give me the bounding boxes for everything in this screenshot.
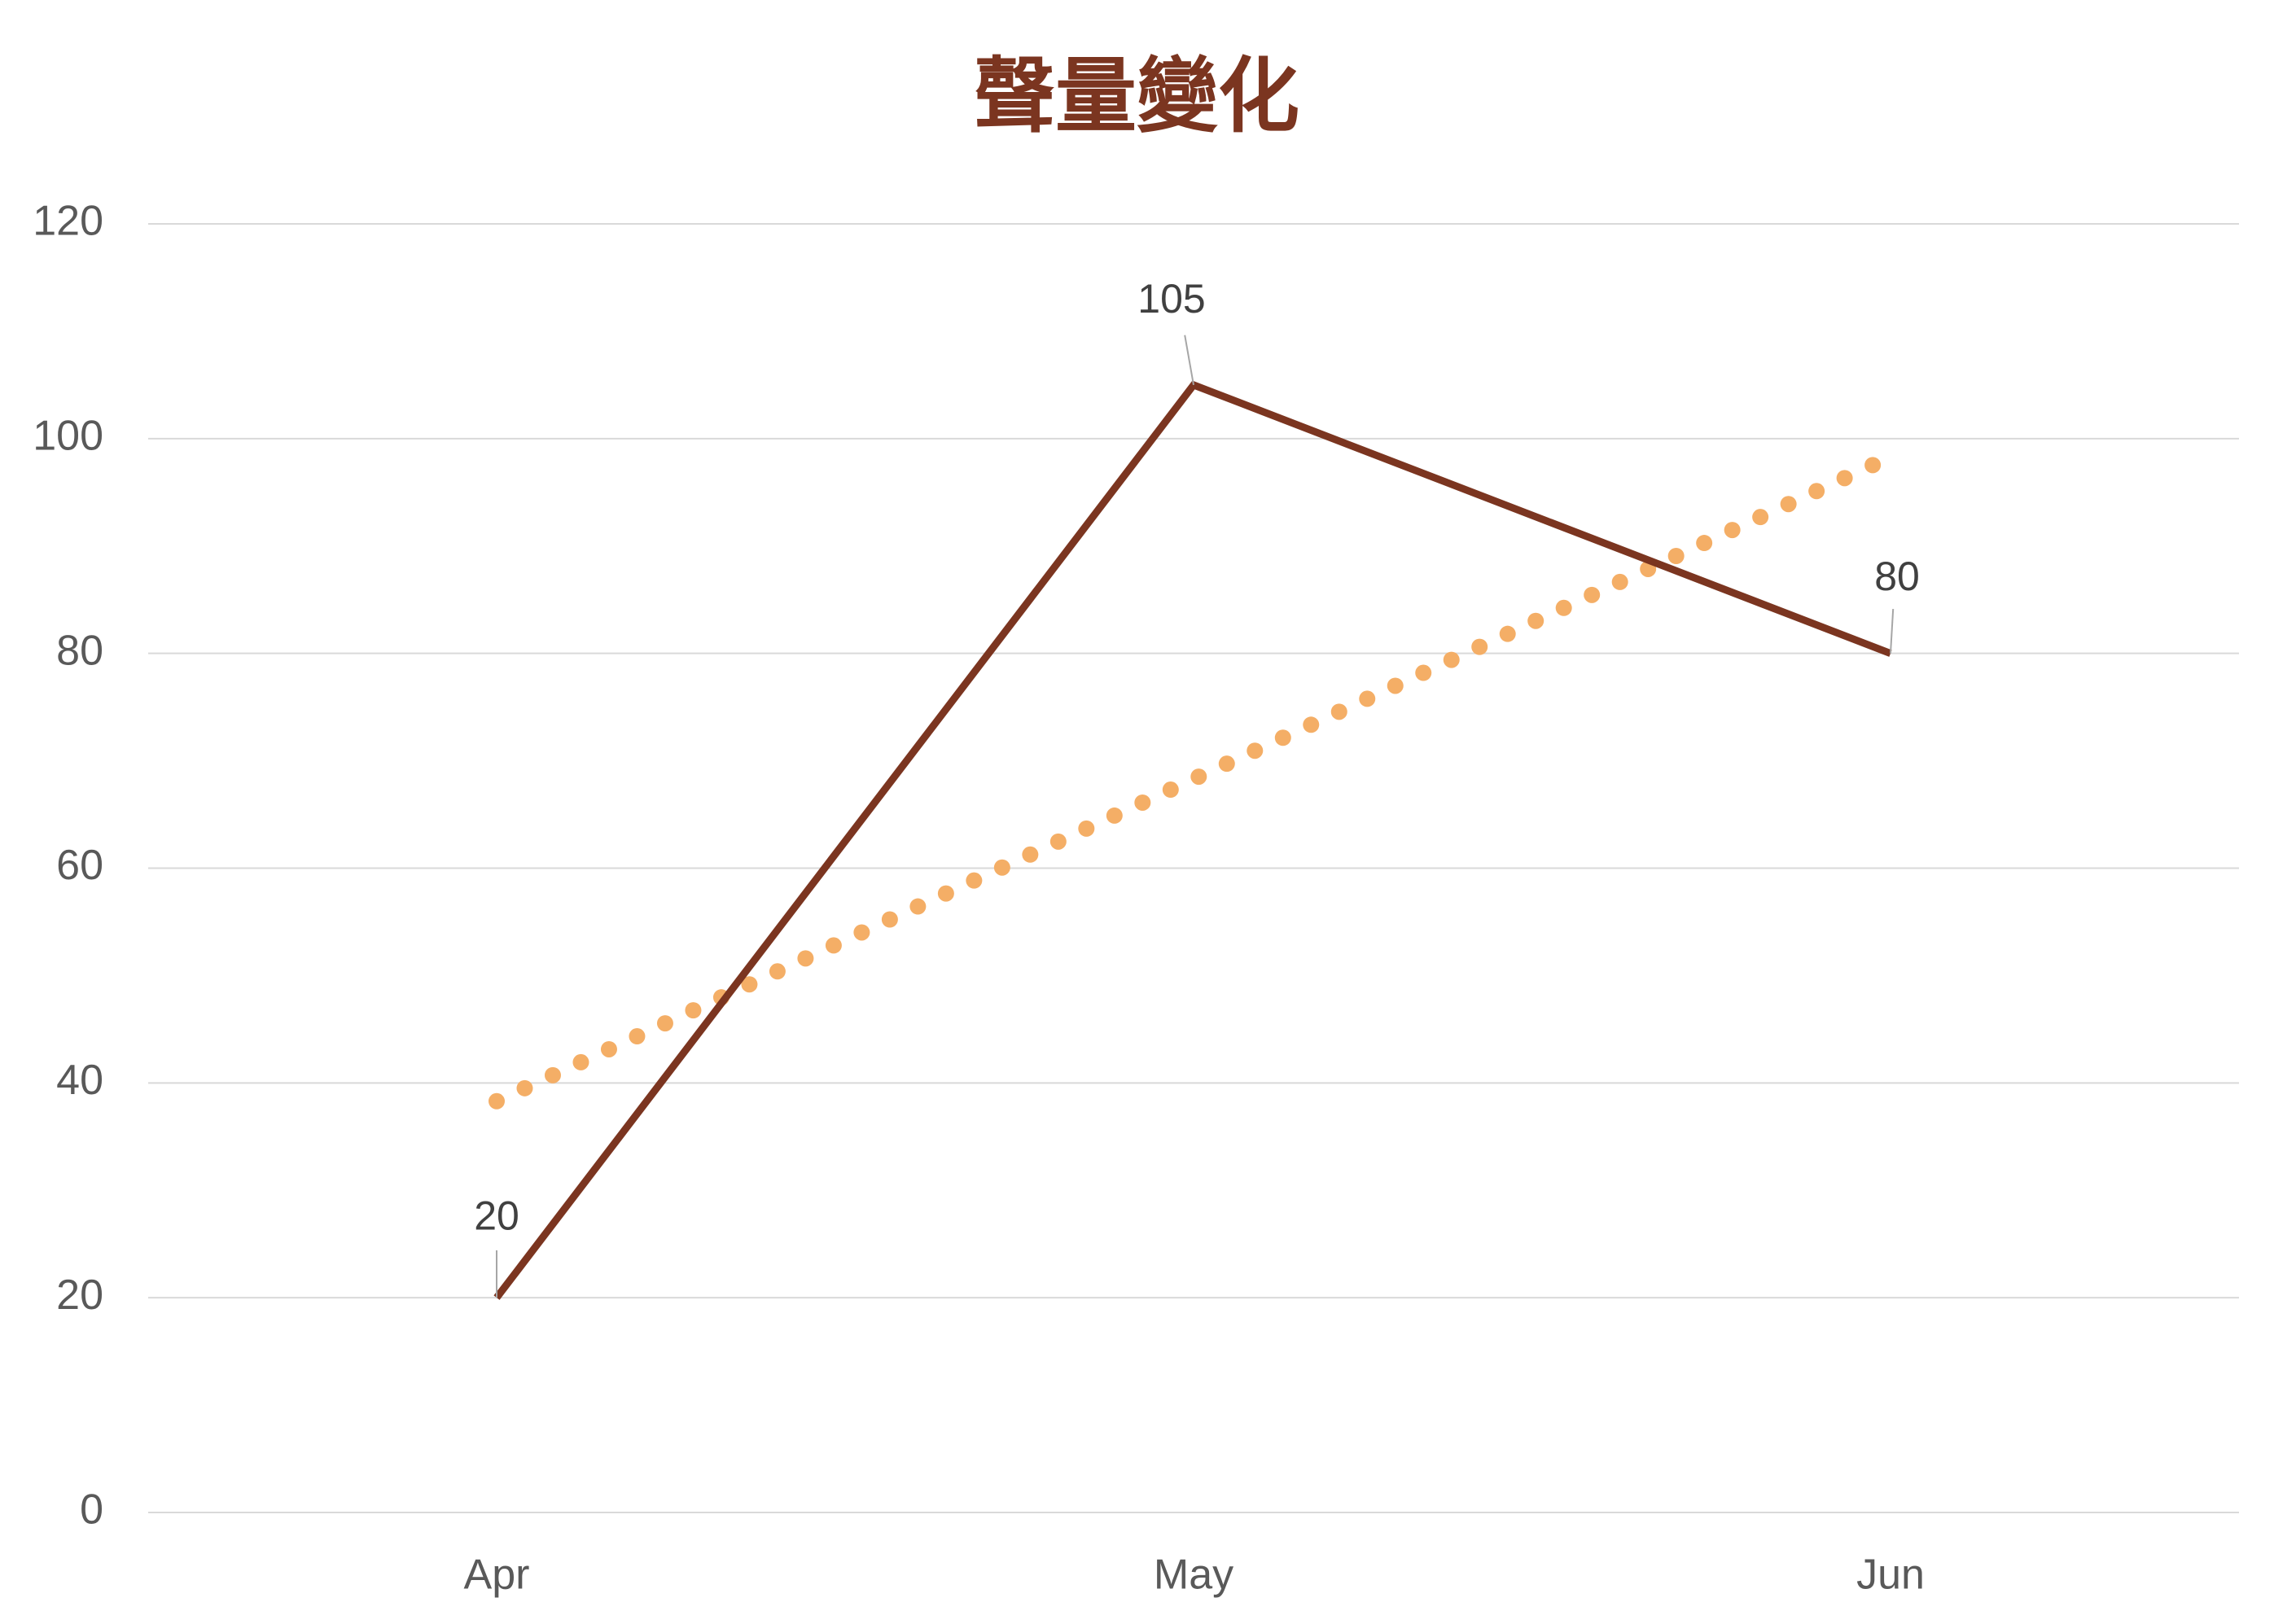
y-tick-label: 0 xyxy=(80,1486,103,1534)
y-tick-label: 40 xyxy=(56,1057,103,1104)
chart-title: 聲量變化 xyxy=(974,48,1299,143)
data-label: 80 xyxy=(1874,554,1920,599)
x-tick-label: Apr xyxy=(464,1552,530,1599)
data-label: 20 xyxy=(474,1193,519,1238)
leader-line xyxy=(1890,609,1895,654)
y-tick-label: 20 xyxy=(56,1272,103,1319)
y-tick-label: 120 xyxy=(33,198,103,245)
y-tick-label: 60 xyxy=(56,842,103,889)
x-tick-label: May xyxy=(1154,1552,1233,1599)
trendline xyxy=(489,449,1899,1110)
data-label: 105 xyxy=(1137,276,1205,322)
y-tick-label: 80 xyxy=(56,627,103,674)
y-tick-label: 100 xyxy=(33,413,103,460)
x-tick-label: Jun xyxy=(1856,1552,1925,1599)
leader-line xyxy=(1184,335,1194,386)
